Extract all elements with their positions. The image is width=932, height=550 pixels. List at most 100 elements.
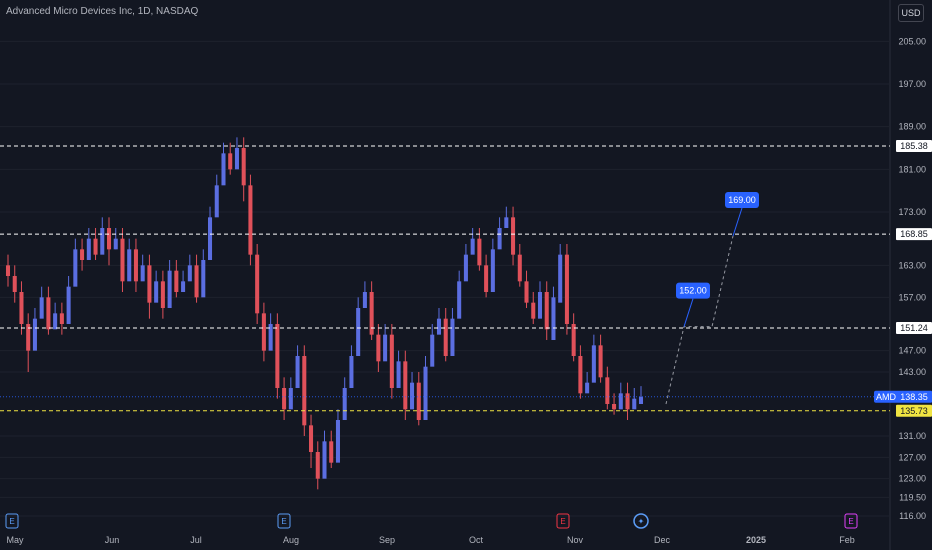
y-axis-tick-label: 197.00 bbox=[898, 79, 926, 89]
candle-down bbox=[80, 249, 85, 260]
candle-down bbox=[59, 313, 64, 324]
candle-down bbox=[625, 393, 630, 410]
candle-down bbox=[120, 238, 125, 282]
candle-up bbox=[423, 366, 428, 420]
x-axis-label: Aug bbox=[283, 535, 299, 545]
y-axis-tick-label: 189.00 bbox=[898, 122, 926, 132]
price-level-tag bbox=[896, 404, 932, 417]
candle-up bbox=[201, 260, 206, 298]
candle-up bbox=[356, 308, 361, 356]
y-axis-tick-label: 163.00 bbox=[898, 260, 926, 270]
candle-up bbox=[396, 361, 401, 388]
earnings-marker-icon[interactable] bbox=[556, 513, 570, 529]
candle-down bbox=[93, 238, 98, 255]
candle-down bbox=[248, 185, 253, 255]
candle-up bbox=[618, 393, 623, 410]
y-axis-tick-label: 157.00 bbox=[898, 292, 926, 302]
price-level-tag bbox=[896, 322, 932, 335]
candle-up bbox=[66, 286, 71, 324]
candle-up bbox=[591, 345, 596, 383]
earnings-marker-glyph: E bbox=[560, 517, 565, 526]
earnings-marker-glyph: E bbox=[281, 517, 286, 526]
y-axis-tick-label: 181.00 bbox=[898, 164, 926, 174]
candle-down bbox=[389, 334, 394, 388]
target-callout[interactable] bbox=[725, 192, 759, 208]
earnings-marker-glyph: E bbox=[848, 517, 853, 526]
earnings-marker-glyph: E bbox=[9, 517, 14, 526]
candle-down bbox=[194, 265, 199, 298]
candle-up bbox=[140, 265, 145, 282]
candle-down bbox=[517, 254, 522, 282]
candle-up bbox=[430, 334, 435, 367]
price-level-label: 168.85 bbox=[900, 229, 928, 239]
candle-up bbox=[497, 228, 502, 250]
earnings-marker-icon[interactable] bbox=[277, 513, 291, 529]
symbol-tag bbox=[874, 390, 898, 403]
x-axis-label: Dec bbox=[654, 535, 671, 545]
candle-up bbox=[632, 398, 637, 410]
candle-down bbox=[46, 297, 51, 330]
candle-down bbox=[511, 217, 516, 255]
candle-down bbox=[12, 276, 17, 292]
y-axis-tick-label: 127.00 bbox=[898, 452, 926, 462]
candle-up bbox=[113, 238, 118, 250]
candle-up bbox=[73, 249, 78, 287]
candle-up bbox=[383, 334, 388, 362]
candle-up bbox=[100, 228, 105, 255]
candle-down bbox=[598, 345, 603, 378]
candle-up bbox=[322, 441, 327, 479]
candle-up bbox=[268, 324, 273, 351]
y-axis-tick-label: 147.00 bbox=[898, 346, 926, 356]
candle-up bbox=[490, 249, 495, 292]
candle-down bbox=[241, 148, 246, 186]
candle-up bbox=[187, 265, 192, 282]
x-axis-label: Oct bbox=[469, 535, 484, 545]
x-axis-label: Nov bbox=[567, 535, 584, 545]
candle-up bbox=[436, 318, 441, 335]
last-price-label: 138.35 bbox=[900, 392, 928, 402]
candle-up bbox=[221, 153, 226, 186]
y-axis-tick-label: 123.00 bbox=[898, 474, 926, 484]
candle-down bbox=[477, 238, 482, 266]
candle-down bbox=[302, 356, 307, 426]
candle-up bbox=[53, 313, 58, 330]
x-axis-label: May bbox=[6, 535, 24, 545]
candle-up bbox=[295, 356, 300, 388]
candle-up bbox=[504, 217, 509, 228]
candle-up bbox=[450, 318, 455, 356]
target-connector bbox=[683, 298, 694, 327]
candle-up bbox=[154, 281, 159, 303]
candle-up bbox=[537, 292, 543, 319]
candle-up bbox=[558, 254, 563, 303]
candle-down bbox=[309, 425, 314, 452]
dividend-marker-icon[interactable] bbox=[633, 513, 649, 529]
target-connector bbox=[732, 207, 743, 237]
candle-up bbox=[181, 281, 186, 292]
candle-down bbox=[443, 318, 448, 356]
candle-down bbox=[416, 382, 421, 420]
x-axis-label: Sep bbox=[379, 535, 395, 545]
candle-down bbox=[26, 324, 31, 351]
candle-up bbox=[463, 254, 468, 282]
currency-button[interactable]: USD bbox=[898, 4, 924, 22]
symbol-tag-label: AMD bbox=[876, 392, 897, 402]
y-axis-tick-label: 116.00 bbox=[899, 511, 926, 521]
chart-title: Advanced Micro Devices Inc, 1D, NASDAQ bbox=[6, 6, 199, 17]
y-axis-tick-label: 143.00 bbox=[898, 367, 926, 377]
earnings-marker-icon[interactable] bbox=[844, 513, 858, 529]
candle-up bbox=[288, 388, 293, 410]
earnings-marker-icon[interactable] bbox=[5, 513, 19, 529]
candle-up bbox=[349, 356, 354, 388]
candle-down bbox=[228, 153, 233, 170]
x-axis-label: Jul bbox=[190, 535, 202, 545]
y-axis-tick-label: 173.00 bbox=[898, 207, 926, 217]
candle-down bbox=[612, 404, 617, 410]
candle-up bbox=[214, 185, 219, 218]
candle-up bbox=[167, 270, 172, 308]
price-level-label: 151.24 bbox=[900, 323, 928, 333]
candle-up bbox=[470, 238, 475, 255]
target-callout[interactable] bbox=[676, 282, 710, 299]
candle-up bbox=[585, 382, 590, 394]
